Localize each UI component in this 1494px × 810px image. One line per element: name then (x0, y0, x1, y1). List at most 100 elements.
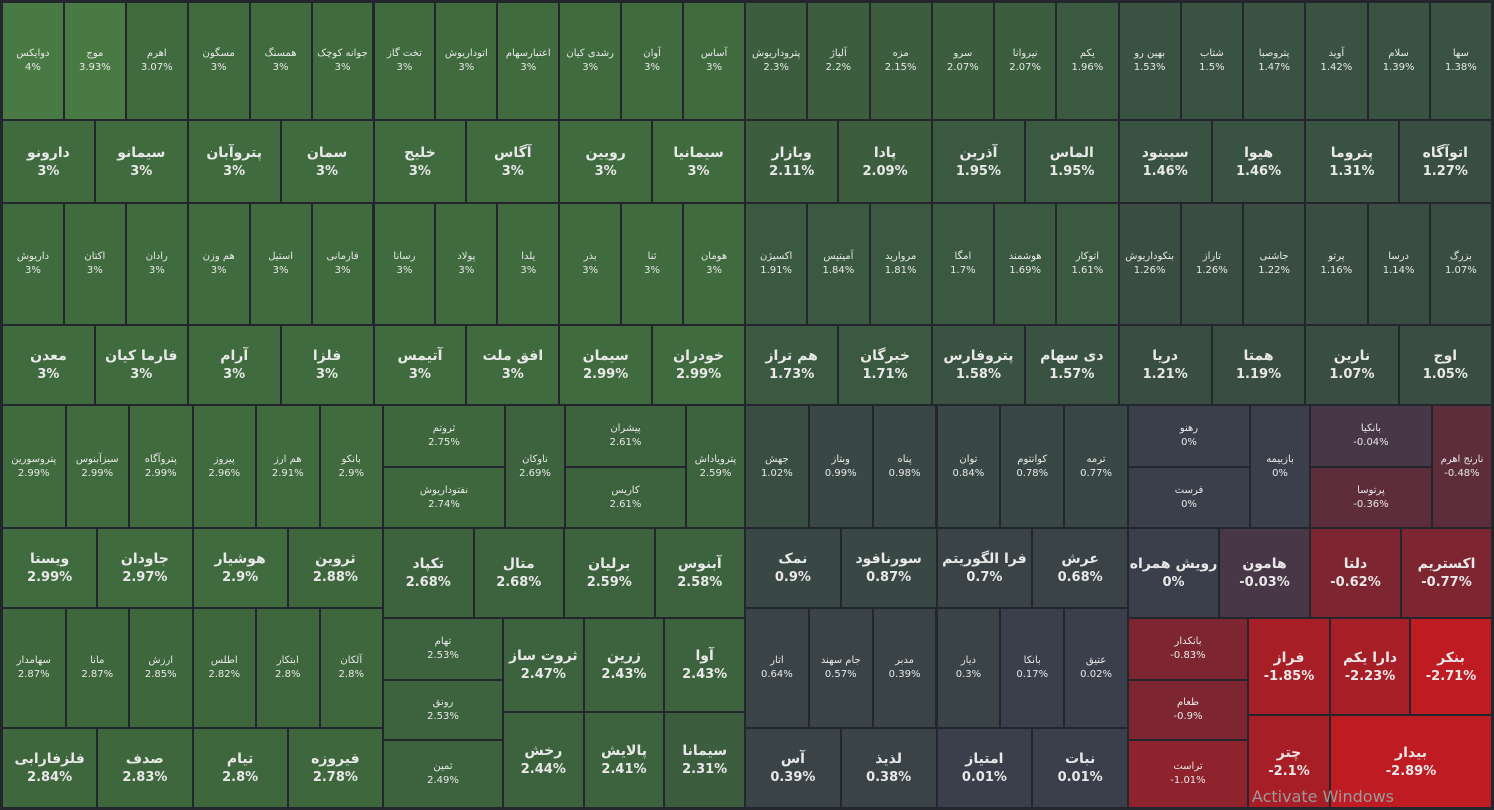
tile[interactable]: عرش 0.68% (1032, 528, 1128, 608)
tile[interactable]: سیمان 2.99% (559, 325, 653, 405)
tile[interactable]: بهین رو 1.53% (1118, 2, 1181, 120)
tile[interactable]: اتوداریوش 3% (435, 2, 498, 120)
tile[interactable]: نمک 0.9% (745, 528, 841, 608)
tile[interactable]: ناوکان 2.69% (505, 405, 565, 528)
tile[interactable]: پیشران 2.61% (565, 405, 686, 467)
tile[interactable]: افق ملت 3% (466, 325, 560, 405)
tile[interactable]: جاشنی 1.22% (1243, 203, 1306, 325)
tile[interactable]: سلام 1.39% (1367, 2, 1430, 120)
tile[interactable]: دریا 1.21% (1118, 325, 1212, 405)
tile[interactable]: تکپاد 2.68% (383, 528, 474, 618)
tile[interactable]: پتروما 1.31% (1305, 120, 1399, 203)
tile[interactable]: رسانا 3% (373, 203, 436, 325)
tile[interactable]: هم ارز 2.91% (256, 405, 320, 528)
tile[interactable]: اکسیژن 1.91% (745, 203, 808, 325)
tile[interactable]: آس 0.39% (745, 728, 841, 808)
tile[interactable]: پتروصبا 1.47% (1243, 2, 1306, 120)
tile[interactable]: آرام 3% (187, 325, 281, 405)
tile[interactable]: شتاب 1.5% (1180, 2, 1243, 120)
tile[interactable]: هومان 3% (683, 203, 745, 325)
tile[interactable]: فرا الگوریتم 0.7% (936, 528, 1033, 608)
tile[interactable]: اکتان 3% (63, 203, 126, 325)
tile[interactable]: هم وزن 3% (187, 203, 250, 325)
tile[interactable]: مدبر 0.39% (872, 608, 937, 728)
tile[interactable]: آمیتیس 1.84% (807, 203, 870, 325)
tile[interactable]: برلیان 2.59% (564, 528, 655, 618)
tile[interactable]: رهنو 0% (1128, 405, 1250, 467)
tile[interactable]: موج 3.93% (63, 2, 126, 120)
tile[interactable]: صدف 2.83% (97, 728, 193, 808)
tile[interactable]: ثروتم 2.75% (383, 405, 505, 467)
tile[interactable]: بذر 3% (559, 203, 622, 325)
tile[interactable]: معدن 3% (2, 325, 95, 405)
tile[interactable]: تاراز 1.26% (1180, 203, 1243, 325)
tile[interactable]: ثنا 3% (621, 203, 684, 325)
tile[interactable]: نارین 1.07% (1305, 325, 1399, 405)
tile[interactable]: مسگون 3% (187, 2, 250, 120)
tile[interactable]: اتوکار 1.61% (1056, 203, 1119, 325)
tile[interactable]: خبرگان 1.71% (838, 325, 932, 405)
tile[interactable]: سها 1.38% (1429, 2, 1492, 120)
tile[interactable]: رویین 3% (559, 120, 653, 203)
tile[interactable]: هوشمند 1.69% (994, 203, 1057, 325)
tile[interactable]: بزرگ 1.07% (1429, 203, 1492, 325)
tile[interactable]: فیروزه 2.78% (287, 728, 383, 808)
tile[interactable]: پیروز 2.96% (192, 405, 256, 528)
tile[interactable]: دوایکس 4% (2, 2, 64, 120)
tile[interactable]: فراز -1.85% (1248, 618, 1330, 715)
tile[interactable]: پناه 0.98% (872, 405, 937, 528)
tile[interactable]: آوید 1.42% (1305, 2, 1368, 120)
tile[interactable]: کوانتوم 0.78% (1000, 405, 1065, 528)
tile[interactable]: دلتا -0.62% (1310, 528, 1401, 618)
tile[interactable]: جهش 1.02% (745, 405, 809, 528)
tile[interactable]: جام سهند 0.57% (808, 608, 873, 728)
tile[interactable]: بانکو 2.9% (319, 405, 383, 528)
tile[interactable]: دارونو 3% (2, 120, 95, 203)
tile[interactable]: رادان 3% (125, 203, 188, 325)
tile[interactable]: جوانه کوچک 3% (311, 2, 374, 120)
tile[interactable]: آساس 3% (683, 2, 745, 120)
tile[interactable]: پرتوسا -0.36% (1310, 467, 1432, 528)
tile[interactable]: نبات 0.01% (1032, 728, 1128, 808)
tile[interactable]: نیروانا 2.07% (994, 2, 1057, 120)
tile[interactable]: رونق 2.53% (383, 680, 503, 740)
tile[interactable]: آوا 2.43% (664, 618, 745, 712)
tile[interactable]: رویش همراه 0% (1128, 528, 1219, 618)
tile[interactable]: سمان 3% (280, 120, 374, 203)
tile[interactable]: جاودان 2.97% (97, 528, 193, 608)
tile[interactable]: ارزش 2.85% (129, 608, 193, 728)
tile[interactable]: ترمه 0.77% (1064, 405, 1128, 528)
tile[interactable]: اعتبارسهام 3% (497, 2, 560, 120)
tile[interactable]: بانکیا -0.04% (1310, 405, 1432, 467)
tile[interactable]: نفتوداریوش 2.74% (383, 467, 505, 528)
tile[interactable]: فرست 0% (1128, 467, 1250, 528)
tile[interactable]: ثروت ساز 2.47% (503, 618, 584, 712)
tile[interactable]: آتیمس 3% (373, 325, 467, 405)
tile[interactable]: هوشیار 2.9% (192, 528, 288, 608)
tile[interactable]: چتر -2.1% (1248, 715, 1330, 808)
tile[interactable]: آگاس 3% (466, 120, 560, 203)
tile[interactable]: ویستا 2.99% (2, 528, 98, 608)
tile[interactable]: پتروآگاه 2.99% (129, 405, 193, 528)
tile[interactable]: لذیذ 0.38% (840, 728, 937, 808)
tile[interactable]: آلیاژ 2.2% (807, 2, 870, 120)
tile[interactable]: امگا 1.7% (931, 203, 994, 325)
tile[interactable]: عتیق 0.02% (1064, 608, 1128, 728)
tile[interactable]: الماس 1.95% (1025, 120, 1119, 203)
tile[interactable]: اوج 1.05% (1398, 325, 1492, 405)
tile[interactable]: کاریس 2.61% (565, 467, 686, 528)
tile[interactable]: پتروآبان 3% (187, 120, 281, 203)
tile[interactable]: بانکا 0.17% (1000, 608, 1065, 728)
tile[interactable]: پولاد 3% (435, 203, 498, 325)
tile[interactable]: خودران 2.99% (652, 325, 745, 405)
tile[interactable]: آبنوس 2.58% (654, 528, 745, 618)
tile[interactable]: زرین 2.43% (583, 618, 665, 712)
tile[interactable]: هم تراز 1.73% (745, 325, 839, 405)
tile[interactable]: همسنگ 3% (249, 2, 312, 120)
tile[interactable]: بنکوداریوش 1.26% (1118, 203, 1181, 325)
tile[interactable]: آلکان 2.8% (319, 608, 383, 728)
tile[interactable]: همتا 1.19% (1211, 325, 1306, 405)
tile[interactable]: استیل 3% (249, 203, 312, 325)
tile[interactable]: امتیاز 0.01% (936, 728, 1033, 808)
tile[interactable]: پادا 2.09% (838, 120, 932, 203)
